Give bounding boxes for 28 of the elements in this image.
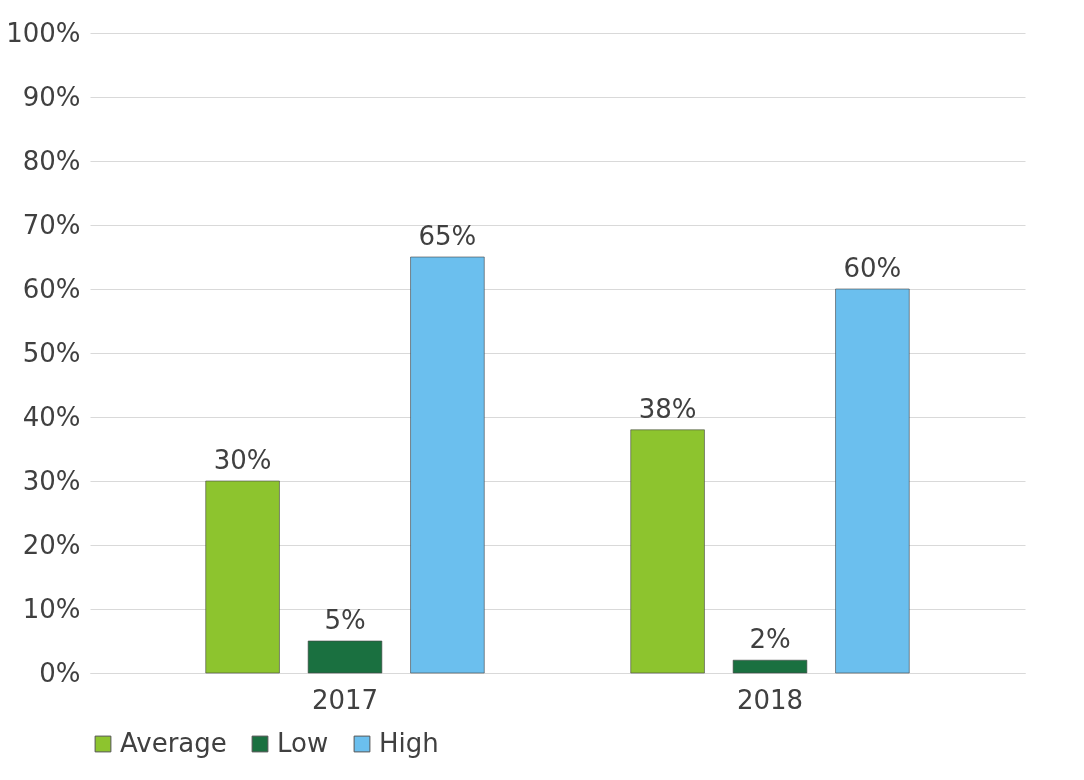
data-label: 65% (418, 221, 477, 251)
y-tick-label: 0% (39, 657, 81, 688)
data-label: 2% (749, 624, 791, 655)
y-tick-label: 100% (6, 17, 81, 48)
legend-label: Average (120, 728, 227, 758)
y-tick-label: 50% (22, 337, 81, 368)
y-tick-label: 80% (22, 145, 81, 176)
bar (835, 288, 910, 674)
y-tick-label: 10% (22, 593, 81, 624)
bar (205, 480, 280, 674)
x-tick-label: 2018 (736, 684, 804, 715)
data-label: 5% (324, 605, 366, 635)
x-tick-label: 2017 (311, 684, 379, 715)
legend-label: High (379, 728, 439, 758)
y-tick-label: 40% (22, 401, 81, 432)
bar (630, 429, 705, 674)
y-tick-label: 30% (22, 465, 81, 496)
bar (732, 659, 808, 674)
data-label: 60% (843, 253, 902, 283)
bar (410, 256, 485, 674)
y-tick-label: 90% (22, 81, 81, 112)
data-label: 30% (213, 445, 272, 475)
bar (307, 640, 383, 674)
y-tick-label: 60% (22, 273, 81, 304)
y-tick-label: 70% (22, 209, 81, 240)
legend-label: Low (277, 728, 329, 758)
y-tick-label: 20% (22, 529, 81, 560)
data-label: 38% (638, 393, 697, 424)
